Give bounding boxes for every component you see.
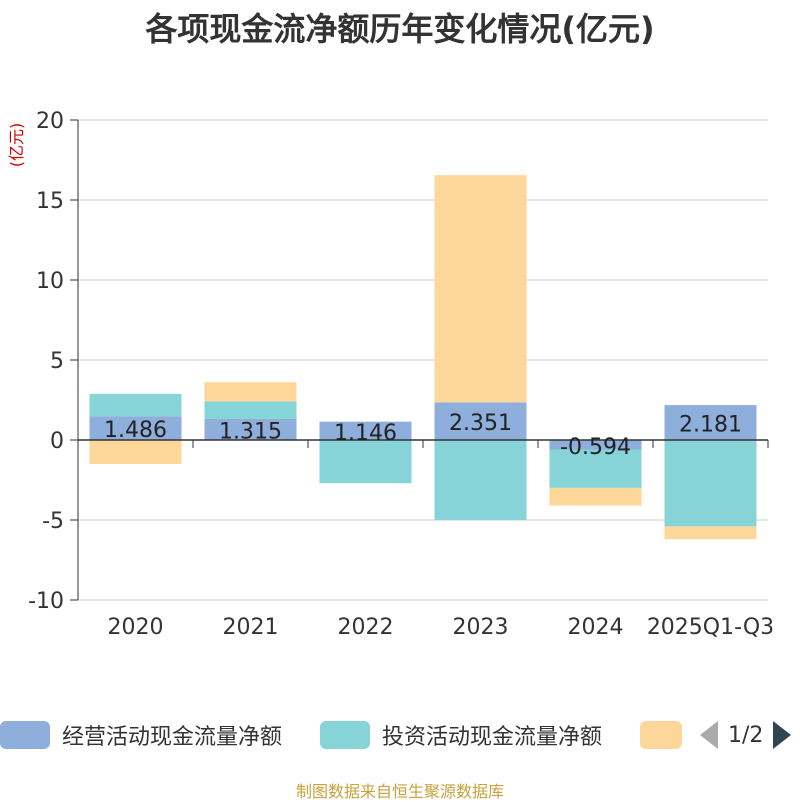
grid-lines (78, 119, 768, 601)
legend-item-financing[interactable] (640, 715, 682, 755)
x-tick-label: 2022 (338, 615, 394, 640)
x-tick-label: 2025Q1-Q3 (647, 615, 774, 640)
x-tick-label: 2021 (223, 615, 279, 640)
y-tick-label: -5 (42, 509, 64, 534)
bar-series0-2021[interactable] (204, 418, 297, 440)
data-label: 1.315 (219, 419, 282, 444)
data-labels: 1.486 1.315 1.146 2.351 -0.594 2.181 (104, 411, 742, 460)
bar-series2-2024[interactable] (549, 487, 642, 506)
bar-series2-2025Q1-Q3[interactable] (664, 526, 757, 540)
data-label: 2.351 (449, 411, 512, 436)
data-label: -0.594 (560, 435, 631, 460)
y-tick-label: 5 (50, 349, 64, 374)
bar-series0-2024[interactable] (549, 440, 642, 450)
x-tick-label: 2023 (453, 615, 509, 640)
bar-series0-2020[interactable] (89, 416, 182, 440)
chart-title: 各项现金流净额历年变化情况(亿元) (145, 10, 655, 48)
y-tick-label: 20 (36, 109, 64, 134)
data-label: 2.181 (679, 413, 742, 438)
data-label: 1.486 (104, 418, 167, 443)
bars (89, 175, 757, 540)
data-label: 1.146 (334, 421, 397, 446)
y-tick-label: 0 (50, 429, 64, 454)
chevron-right-icon[interactable] (773, 721, 792, 749)
bar-series2-2023[interactable] (434, 175, 527, 403)
bar-series1-2025Q1-Q3[interactable] (664, 440, 757, 527)
bar-series2-2020[interactable] (89, 440, 182, 464)
legend-swatch-investing (320, 721, 370, 749)
bar-series1-2023[interactable] (434, 440, 527, 520)
bar-series0-2025Q1-Q3[interactable] (664, 405, 757, 440)
x-tick-label: 2024 (568, 615, 624, 640)
legend-label-investing: 投资活动现金流量净额 (382, 725, 603, 750)
legend-page-indicator: 1/2 (728, 722, 764, 748)
bar-series2-2021[interactable] (204, 382, 297, 402)
x-tick-label: 2020 (108, 615, 164, 640)
legend-swatch-financing (640, 721, 682, 749)
bar-series1-2020[interactable] (89, 393, 182, 417)
y-axis-label: (亿元) (7, 123, 26, 168)
y-tick-label: -10 (28, 589, 64, 614)
legend-item-operating[interactable]: 经营活动现金流量净额 (0, 715, 282, 755)
legend-pager: 1/2 (700, 715, 792, 755)
bar-series1-2024[interactable] (549, 449, 642, 488)
bar-series1-2022[interactable] (319, 440, 412, 484)
bar-series0-2023[interactable] (434, 402, 527, 440)
y-tick-label: 15 (36, 189, 64, 214)
legend-item-investing[interactable]: 投资活动现金流量净额 (320, 715, 602, 755)
legend: 经营活动现金流量净额 投资活动现金流量净额 1/2 (0, 715, 800, 755)
chevron-left-icon[interactable] (700, 721, 718, 749)
y-tick-label: 10 (36, 269, 64, 294)
bar-series1-2021[interactable] (204, 401, 297, 419)
legend-swatch-operating (0, 721, 50, 749)
bar-series0-2022[interactable] (319, 421, 412, 440)
legend-label-operating: 经营活动现金流量净额 (62, 725, 283, 750)
source-note: 制图数据来自恒生聚源数据库 (295, 782, 504, 801)
